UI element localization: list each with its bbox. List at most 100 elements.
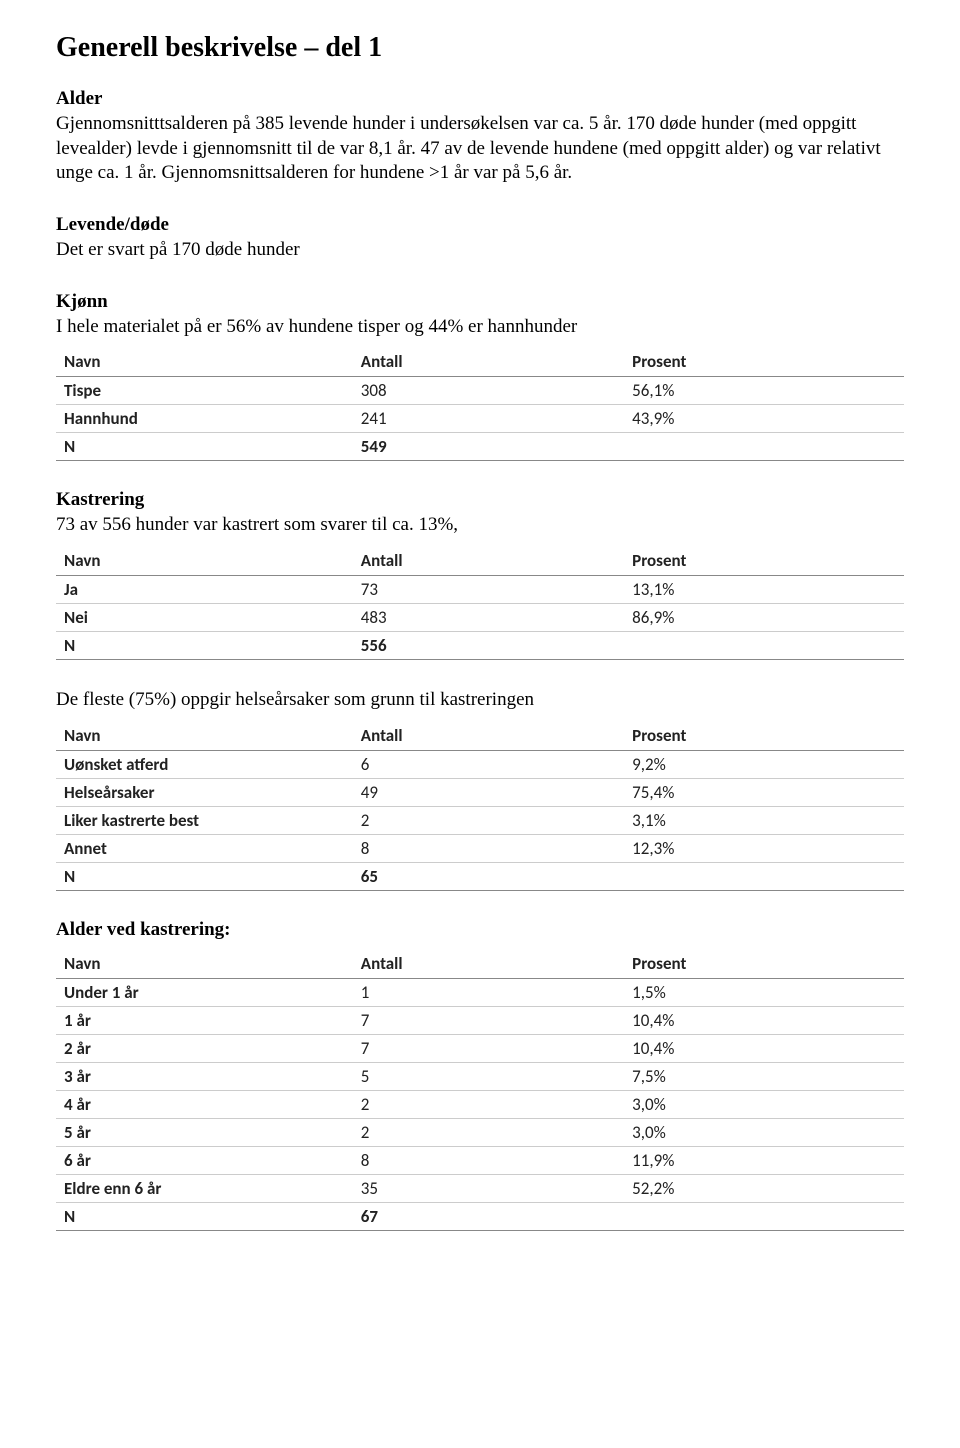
heading-levende: Levende/døde <box>56 214 904 236</box>
body-grunn: De fleste (75%) oppgir helseårsaker som … <box>56 688 904 713</box>
table-row: 3 år57,5% <box>56 1062 904 1090</box>
body-alder: Gjennomsnitttsalderen på 385 levende hun… <box>56 112 904 186</box>
cell-count: 49 <box>353 778 624 806</box>
heading-kjonn: Kjønn <box>56 291 904 313</box>
cell-label: Annet <box>56 834 353 862</box>
cell-label: 2 år <box>56 1034 353 1062</box>
cell-count: 6 <box>353 750 624 778</box>
cell-total-pct <box>624 632 904 660</box>
table-row: Annet812,3% <box>56 834 904 862</box>
cell-total-label: N <box>56 862 353 890</box>
cell-label: Eldre enn 6 år <box>56 1174 353 1202</box>
cell-count: 5 <box>353 1062 624 1090</box>
cell-count: 35 <box>353 1174 624 1202</box>
body-kjonn: I hele materialet på er 56% av hundene t… <box>56 315 904 340</box>
table-row: Eldre enn 6 år3552,2% <box>56 1174 904 1202</box>
col-header-count: Antall <box>353 949 624 979</box>
col-header-count: Antall <box>353 347 624 377</box>
cell-count: 2 <box>353 1118 624 1146</box>
table-grunn: NavnAntallProsentUønsket atferd69,2%Hels… <box>56 721 904 891</box>
section-kjonn: Kjønn I hele materialet på er 56% av hun… <box>56 291 904 462</box>
cell-pct: 10,4% <box>624 1034 904 1062</box>
table-row: 6 år811,9% <box>56 1146 904 1174</box>
cell-total-count: 67 <box>353 1202 624 1230</box>
section-alder: Alder Gjennomsnitttsalderen på 385 leven… <box>56 88 904 186</box>
cell-total-pct <box>624 862 904 890</box>
table-row: 5 år23,0% <box>56 1118 904 1146</box>
table-row: 1 år710,4% <box>56 1006 904 1034</box>
table-total-row: N549 <box>56 433 904 461</box>
cell-count: 2 <box>353 1090 624 1118</box>
cell-total-pct <box>624 433 904 461</box>
section-levende: Levende/døde Det er svart på 170 døde hu… <box>56 214 904 263</box>
col-header-count: Antall <box>353 721 624 751</box>
table-row: Tispe30856,1% <box>56 377 904 405</box>
cell-count: 2 <box>353 806 624 834</box>
table-total-row: N65 <box>56 862 904 890</box>
body-levende: Det er svart på 170 døde hunder <box>56 238 904 263</box>
cell-pct: 3,0% <box>624 1118 904 1146</box>
cell-total-label: N <box>56 433 353 461</box>
section-alder-k: Alder ved kastrering: NavnAntallProsentU… <box>56 919 904 1231</box>
cell-label: 3 år <box>56 1062 353 1090</box>
cell-total-label: N <box>56 1202 353 1230</box>
cell-label: 1 år <box>56 1006 353 1034</box>
cell-pct: 7,5% <box>624 1062 904 1090</box>
table-row: Under 1 år11,5% <box>56 978 904 1006</box>
cell-pct: 3,0% <box>624 1090 904 1118</box>
cell-pct: 10,4% <box>624 1006 904 1034</box>
col-header-pct: Prosent <box>624 347 904 377</box>
cell-pct: 43,9% <box>624 405 904 433</box>
cell-label: Hannhund <box>56 405 353 433</box>
col-header-name: Navn <box>56 347 353 377</box>
cell-total-count: 65 <box>353 862 624 890</box>
cell-label: Ja <box>56 576 353 604</box>
table-row: 4 år23,0% <box>56 1090 904 1118</box>
cell-label: 5 år <box>56 1118 353 1146</box>
table-kjonn: NavnAntallProsentTispe30856,1%Hannhund24… <box>56 347 904 461</box>
table-alder-k: NavnAntallProsentUnder 1 år11,5%1 år710,… <box>56 949 904 1231</box>
cell-total-pct <box>624 1202 904 1230</box>
cell-count: 7 <box>353 1034 624 1062</box>
cell-count: 8 <box>353 1146 624 1174</box>
cell-label: Under 1 år <box>56 978 353 1006</box>
cell-label: Nei <box>56 604 353 632</box>
table-row: Nei48386,9% <box>56 604 904 632</box>
col-header-name: Navn <box>56 949 353 979</box>
page-title: Generell beskrivelse – del 1 <box>56 32 904 64</box>
cell-count: 73 <box>353 576 624 604</box>
cell-count: 1 <box>353 978 624 1006</box>
col-header-name: Navn <box>56 721 353 751</box>
table-row: 2 år710,4% <box>56 1034 904 1062</box>
cell-count: 483 <box>353 604 624 632</box>
table-kastrering: NavnAntallProsentJa7313,1%Nei48386,9%N55… <box>56 546 904 660</box>
col-header-pct: Prosent <box>624 949 904 979</box>
col-header-count: Antall <box>353 546 624 576</box>
col-header-pct: Prosent <box>624 546 904 576</box>
cell-label: Liker kastrerte best <box>56 806 353 834</box>
cell-pct: 11,9% <box>624 1146 904 1174</box>
cell-pct: 75,4% <box>624 778 904 806</box>
cell-total-count: 549 <box>353 433 624 461</box>
col-header-pct: Prosent <box>624 721 904 751</box>
cell-label: Tispe <box>56 377 353 405</box>
cell-count: 7 <box>353 1006 624 1034</box>
section-grunn: De fleste (75%) oppgir helseårsaker som … <box>56 688 904 891</box>
cell-pct: 13,1% <box>624 576 904 604</box>
cell-label: 6 år <box>56 1146 353 1174</box>
table-total-row: N556 <box>56 632 904 660</box>
cell-pct: 56,1% <box>624 377 904 405</box>
cell-pct: 86,9% <box>624 604 904 632</box>
cell-label: Helseårsaker <box>56 778 353 806</box>
cell-pct: 1,5% <box>624 978 904 1006</box>
cell-count: 241 <box>353 405 624 433</box>
cell-total-label: N <box>56 632 353 660</box>
cell-total-count: 556 <box>353 632 624 660</box>
table-row: Uønsket atferd69,2% <box>56 750 904 778</box>
cell-pct: 52,2% <box>624 1174 904 1202</box>
cell-pct: 3,1% <box>624 806 904 834</box>
cell-label: Uønsket atferd <box>56 750 353 778</box>
section-kastrering: Kastrering 73 av 556 hunder var kastrert… <box>56 489 904 660</box>
heading-alder-k: Alder ved kastrering: <box>56 919 904 941</box>
table-row: Ja7313,1% <box>56 576 904 604</box>
